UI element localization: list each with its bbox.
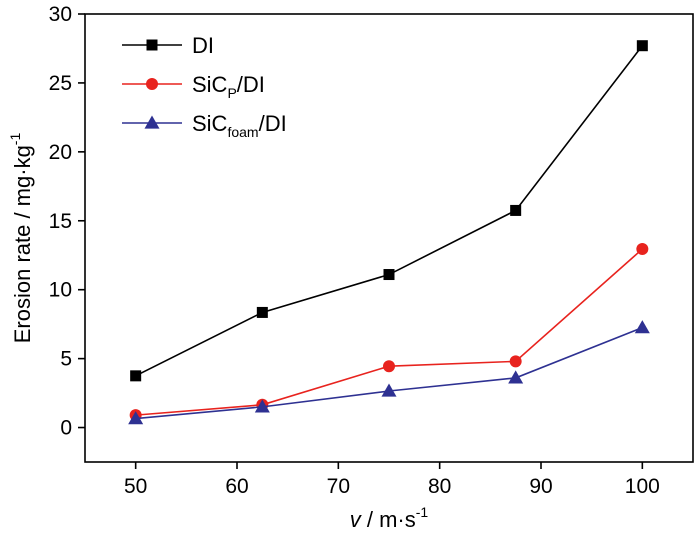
legend-item: SiCfoam/DI: [122, 111, 287, 140]
y-tick-label: 5: [60, 348, 72, 371]
series-line: [135, 326, 643, 420]
legend-label-base: DI: [192, 33, 214, 58]
data-point: [383, 269, 395, 281]
x-tick-label: 90: [529, 475, 552, 498]
x-tick-label: 50: [124, 475, 147, 498]
legend-label-sub: foam: [227, 124, 258, 140]
data-point: [636, 243, 649, 256]
data-point: [381, 383, 397, 397]
legend-label-tail: /DI: [259, 111, 287, 136]
series-1: [130, 40, 648, 382]
data-point: [383, 360, 395, 373]
y-tick-label: 10: [49, 279, 72, 302]
legend-marker: [144, 115, 160, 129]
data-point: [256, 306, 268, 318]
legend-label-base: SiC: [192, 111, 228, 136]
x-tick-label: 80: [428, 475, 451, 498]
x-axis-label-exp: -1: [416, 504, 429, 520]
y-tick-label: 0: [60, 417, 72, 440]
legend-label-base: SiC: [192, 72, 228, 97]
legend-label: DI: [192, 33, 214, 58]
data-point: [130, 370, 142, 382]
legend-label: SiCP/DI: [192, 72, 265, 101]
y-axis-label-main: Erosion rate / mg·kg: [10, 145, 35, 343]
x-tick-label: 100: [625, 475, 660, 498]
data-point: [254, 399, 270, 413]
y-axis-ticks: 0 5 10 15 20 25 30: [49, 3, 85, 440]
legend-item: DI: [122, 33, 214, 58]
data-point: [509, 355, 522, 368]
x-axis-label-unit: / m·s: [361, 507, 416, 532]
legend-marker: [146, 78, 158, 90]
x-axis-ticks: 50 60 70 80 90 100: [124, 462, 660, 498]
y-axis-label-exp: -1: [7, 133, 23, 146]
x-tick-label: 70: [327, 475, 350, 498]
series-3: [128, 320, 650, 425]
data-point: [508, 370, 524, 384]
legend-label-sub: P: [227, 85, 236, 101]
series-layer: [128, 40, 650, 425]
plot-frame: [84, 13, 694, 463]
x-axis-label-var: v: [350, 507, 363, 532]
legend-label: SiCfoam/DI: [192, 111, 287, 140]
data-point: [636, 40, 648, 52]
x-tick-label: 60: [225, 475, 248, 498]
legend-label-tail: /DI: [237, 72, 265, 97]
y-axis-label: Erosion rate / mg·kg-1: [7, 133, 35, 344]
data-point: [634, 320, 650, 334]
legend-marker: [146, 39, 158, 51]
legend-item: SiCP/DI: [122, 72, 265, 101]
data-point: [128, 411, 144, 425]
y-tick-label: 15: [49, 210, 72, 233]
y-tick-label: 30: [49, 3, 72, 26]
y-tick-label: 25: [49, 72, 72, 95]
y-tick-label: 20: [49, 141, 72, 164]
data-point: [510, 204, 522, 216]
x-axis-label: v / m·s-1: [350, 504, 429, 532]
